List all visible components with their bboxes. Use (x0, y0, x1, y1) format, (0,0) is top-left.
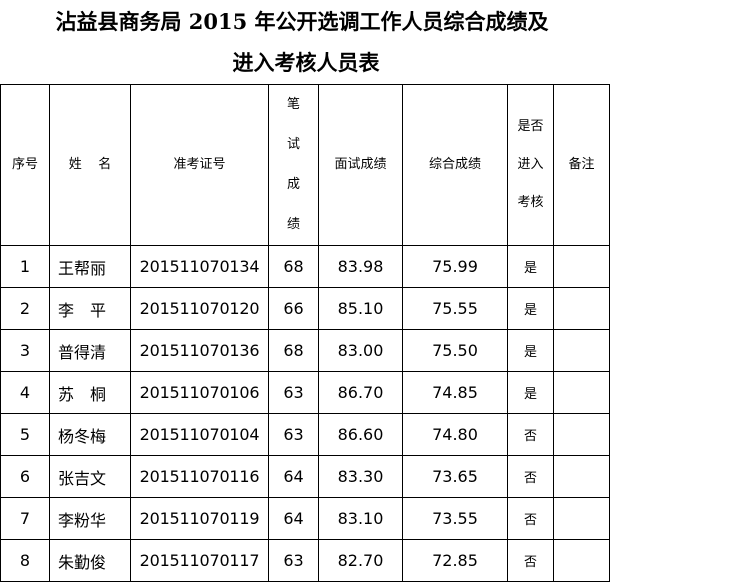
cell-name: 李粉华 (49, 497, 131, 540)
cell-total: 74.80 (402, 413, 508, 456)
cell-advance: 是 (507, 329, 554, 372)
cell-seq: 3 (0, 329, 50, 372)
title-line-2: 进入考核人员表 (232, 50, 380, 75)
cell-id: 201511070136 (130, 329, 269, 372)
cell-interview: 82.70 (318, 539, 403, 582)
cell-interview: 83.10 (318, 497, 403, 540)
cell-interview: 83.30 (318, 455, 403, 498)
cell-remark (553, 371, 610, 414)
cell-total: 75.55 (402, 287, 508, 330)
cell-id: 201511070134 (130, 245, 269, 288)
cell-advance: 否 (507, 539, 554, 582)
cell-written: 68 (268, 245, 319, 288)
cell-remark (553, 539, 610, 582)
cell-name: 普得清 (49, 329, 131, 372)
cell-seq: 8 (0, 539, 50, 582)
cell-written: 63 (268, 413, 319, 456)
cell-remark (553, 413, 610, 456)
cell-interview: 86.60 (318, 413, 403, 456)
cell-total: 75.99 (402, 245, 508, 288)
cell-advance: 否 (507, 497, 554, 540)
header-seq: 序号 (0, 84, 50, 246)
cell-total: 72.85 (402, 539, 508, 582)
table-row: 8 朱勤俊 201511070117 63 82.70 72.85 否 (0, 539, 610, 582)
header-total: 综合成绩 (402, 84, 508, 246)
cell-name: 杨冬梅 (49, 413, 131, 456)
cell-remark (553, 245, 610, 288)
cell-remark (553, 329, 610, 372)
cell-advance: 是 (507, 245, 554, 288)
cell-name: 朱勤俊 (49, 539, 131, 582)
cell-total: 74.85 (402, 371, 508, 414)
cell-advance: 是 (507, 371, 554, 414)
cell-seq: 5 (0, 413, 50, 456)
cell-written: 63 (268, 371, 319, 414)
cell-written: 68 (268, 329, 319, 372)
cell-remark (553, 287, 610, 330)
header-written: 笔试成绩 (268, 84, 319, 246)
cell-name: 苏 桐 (49, 371, 131, 414)
title-line-1: 沾益县商务局 2015 年公开选调工作人员综合成绩及 (55, 9, 549, 34)
cell-id: 201511070116 (130, 455, 269, 498)
cell-total: 73.65 (402, 455, 508, 498)
cell-written: 66 (268, 287, 319, 330)
cell-written: 64 (268, 497, 319, 540)
cell-advance: 否 (507, 455, 554, 498)
cell-interview: 83.98 (318, 245, 403, 288)
cell-written: 64 (268, 455, 319, 498)
cell-remark (553, 497, 610, 540)
cell-interview: 83.00 (318, 329, 403, 372)
cell-name: 张吉文 (49, 455, 131, 498)
cell-name: 李 平 (49, 287, 131, 330)
cell-id: 201511070120 (130, 287, 269, 330)
cell-advance: 否 (507, 413, 554, 456)
cell-id: 201511070117 (130, 539, 269, 582)
header-interview: 面试成绩 (318, 84, 403, 246)
cell-interview: 85.10 (318, 287, 403, 330)
header-advance: 是否进入考核 (507, 84, 554, 246)
table-row: 6 张吉文 201511070116 64 83.30 73.65 否 (0, 455, 610, 498)
cell-name: 王帮丽 (49, 245, 131, 288)
table-row: 3 普得清 201511070136 68 83.00 75.50 是 (0, 329, 610, 372)
header-remark: 备注 (553, 84, 610, 246)
cell-id: 201511070119 (130, 497, 269, 540)
cell-total: 75.50 (402, 329, 508, 372)
cell-seq: 6 (0, 455, 50, 498)
cell-seq: 1 (0, 245, 50, 288)
cell-id: 201511070104 (130, 413, 269, 456)
table-row: 7 李粉华 201511070119 64 83.10 73.55 否 (0, 497, 610, 540)
table-row: 1 王帮丽 201511070134 68 83.98 75.99 是 (0, 245, 610, 288)
cell-seq: 7 (0, 497, 50, 540)
cell-interview: 86.70 (318, 371, 403, 414)
cell-seq: 4 (0, 371, 50, 414)
cell-remark (553, 455, 610, 498)
header-id: 准考证号 (130, 84, 269, 246)
cell-seq: 2 (0, 287, 50, 330)
cell-written: 63 (268, 539, 319, 582)
cell-advance: 是 (507, 287, 554, 330)
cell-id: 201511070106 (130, 371, 269, 414)
header-name: 姓 名 (49, 84, 131, 246)
cell-total: 73.55 (402, 497, 508, 540)
results-table: 序号 姓 名 准考证号 笔试成绩 面试成绩 综合成绩 是否进入考核 备注 1 王帮… (0, 84, 610, 582)
header-row: 序号 姓 名 准考证号 笔试成绩 面试成绩 综合成绩 是否进入考核 备注 (0, 84, 610, 246)
table-row: 5 杨冬梅 201511070104 63 86.60 74.80 否 (0, 413, 610, 456)
